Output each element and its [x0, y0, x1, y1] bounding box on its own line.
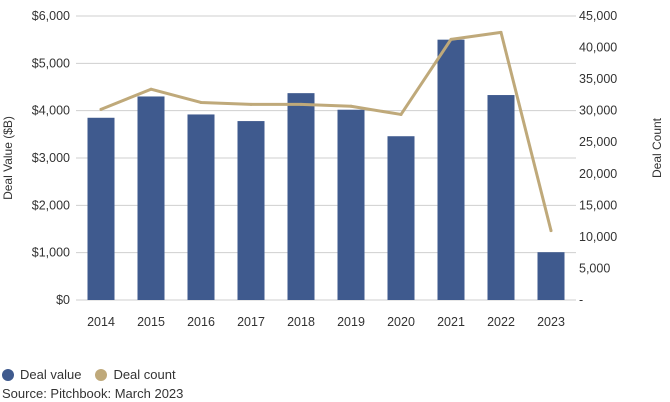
- left-tick-label: $1,000: [32, 246, 70, 260]
- x-tick-label: 2022: [487, 315, 515, 329]
- right-tick-label: 15,000: [579, 198, 617, 212]
- point-deal-count: [449, 37, 453, 41]
- x-tick-label: 2014: [87, 315, 115, 329]
- source-note: Source: Pitchbook: March 2023: [2, 386, 184, 401]
- right-tick-label: 45,000: [579, 9, 617, 23]
- point-deal-count: [299, 102, 303, 106]
- legend-item-deal-value: Deal value: [2, 367, 81, 382]
- bar-deal-value: [87, 117, 115, 301]
- x-tick-label: 2018: [287, 315, 315, 329]
- point-deal-count: [99, 107, 103, 111]
- left-axis-ticks: $0 $1,000 $2,000 $3,000 $4,000 $5,000 $6,000: [32, 9, 70, 307]
- point-deal-count: [499, 30, 503, 34]
- point-deal-count: [249, 102, 253, 106]
- bar-series: [87, 39, 565, 301]
- right-tick-label: 35,000: [579, 72, 617, 86]
- point-deal-count: [149, 87, 153, 91]
- bar-deal-value: [437, 39, 465, 301]
- right-tick-label: 25,000: [579, 135, 617, 149]
- left-tick-label: $2,000: [32, 198, 70, 212]
- legend: Deal value Deal count: [2, 367, 176, 382]
- right-axis-title: Deal Count: [650, 117, 664, 178]
- right-tick-label: 20,000: [579, 167, 617, 181]
- bar-deal-value: [137, 96, 165, 300]
- right-tick-label: 10,000: [579, 230, 617, 244]
- point-deal-count: [349, 104, 353, 108]
- x-axis-ticks: 2014 2015 2016 2017 2018 2019 2020 2021 2022 2023: [87, 315, 565, 329]
- left-tick-label: $6,000: [32, 9, 70, 23]
- legend-swatch-deal-count: [95, 368, 108, 381]
- right-tick-label: -: [579, 293, 583, 307]
- line-series: [99, 30, 553, 233]
- legend-item-deal-count: Deal count: [95, 367, 176, 382]
- legend-label-deal-count: Deal count: [113, 367, 176, 382]
- bar-deal-value: [387, 136, 415, 300]
- left-axis-title: Deal Value ($B): [1, 116, 15, 200]
- bar-deal-value: [487, 95, 515, 301]
- combo-chart: $0 $1,000 $2,000 $3,000 $4,000 $5,000 $6,000 -…: [1, 9, 664, 329]
- x-tick-label: 2021: [437, 315, 465, 329]
- bar-deal-value: [237, 121, 265, 300]
- right-tick-label: 30,000: [579, 104, 617, 118]
- x-tick-label: 2019: [337, 315, 365, 329]
- point-deal-count: [199, 100, 203, 104]
- bar-deal-value: [287, 93, 315, 300]
- point-deal-count: [399, 112, 403, 116]
- x-tick-label: 2023: [537, 315, 565, 329]
- legend-label-deal-value: Deal value: [20, 367, 82, 382]
- right-tick-label: 40,000: [579, 41, 617, 55]
- right-axis-ticks: - 5,000 10,000 15,000 20,000 25,000 30,000 35,0…: [579, 9, 617, 307]
- line-deal-count: [99, 30, 553, 233]
- bar-deal-value: [537, 252, 565, 300]
- x-tick-label: 2016: [187, 315, 215, 329]
- bar-deal-value: [187, 114, 215, 300]
- x-tick-label: 2015: [137, 315, 165, 329]
- left-tick-label: $5,000: [32, 56, 70, 70]
- x-tick-label: 2017: [237, 315, 265, 329]
- right-tick-label: 5,000: [579, 261, 610, 275]
- point-deal-count: [549, 229, 553, 233]
- bar-deal-value: [337, 109, 365, 300]
- x-tick-label: 2020: [387, 315, 415, 329]
- left-tick-label: $0: [56, 293, 70, 307]
- left-tick-label: $3,000: [32, 151, 70, 165]
- left-tick-label: $4,000: [32, 104, 70, 118]
- legend-swatch-deal-value: [2, 368, 14, 381]
